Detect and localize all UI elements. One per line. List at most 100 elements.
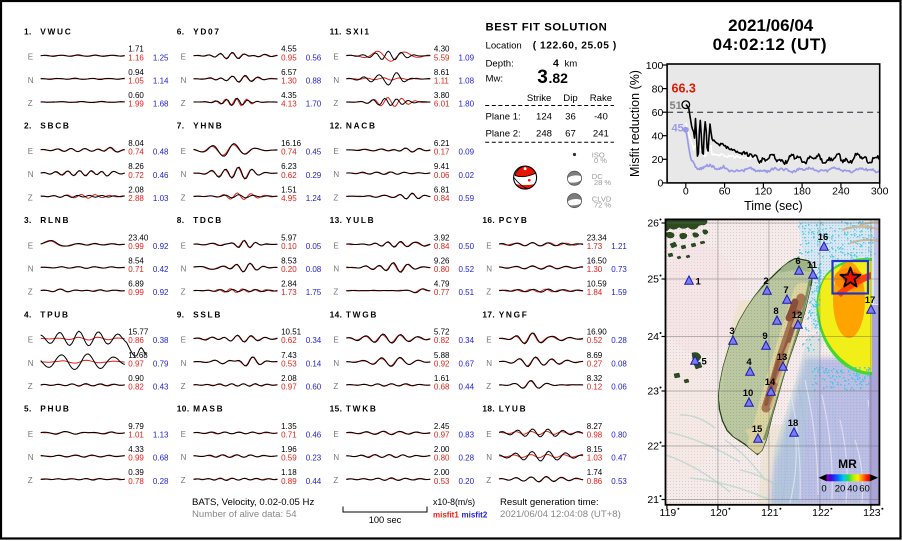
svg-text:BEST FIT SOLUTION: BEST FIT SOLUTION bbox=[486, 22, 608, 34]
svg-text:0.52: 0.52 bbox=[459, 265, 475, 274]
svg-text:28 %: 28 % bbox=[594, 178, 611, 187]
svg-text:5: 5 bbox=[702, 357, 708, 368]
svg-text:1.05: 1.05 bbox=[128, 76, 144, 85]
svg-text:8.04: 8.04 bbox=[128, 139, 144, 148]
svg-text:TDCB: TDCB bbox=[193, 215, 223, 225]
svg-text:.82: .82 bbox=[549, 70, 569, 86]
svg-text:misfit1: misfit1 bbox=[433, 511, 459, 520]
svg-text:0.60: 0.60 bbox=[128, 91, 144, 100]
svg-text:1.30: 1.30 bbox=[281, 76, 297, 85]
svg-text:TWGB: TWGB bbox=[346, 309, 378, 319]
svg-text:18: 18 bbox=[788, 418, 799, 429]
svg-text:TPUB: TPUB bbox=[40, 309, 69, 319]
svg-text:80: 80 bbox=[652, 83, 664, 95]
svg-text:CLVD: CLVD bbox=[592, 195, 612, 204]
svg-text:6.81: 6.81 bbox=[434, 185, 450, 194]
svg-text:Z: Z bbox=[333, 476, 338, 485]
svg-text:16.: 16. bbox=[482, 215, 495, 225]
svg-text:8.32: 8.32 bbox=[587, 374, 603, 383]
svg-text:1.73: 1.73 bbox=[281, 288, 297, 297]
svg-text:Z: Z bbox=[333, 288, 338, 297]
svg-text:1.03: 1.03 bbox=[153, 194, 169, 203]
svg-text:7.43: 7.43 bbox=[281, 351, 297, 360]
svg-text:NACB: NACB bbox=[346, 121, 377, 131]
svg-text:100 sec: 100 sec bbox=[369, 515, 402, 525]
svg-text:0.51: 0.51 bbox=[459, 288, 475, 297]
svg-text:11: 11 bbox=[807, 260, 818, 271]
svg-text:E: E bbox=[28, 241, 33, 250]
svg-text:12: 12 bbox=[792, 310, 803, 321]
svg-text:0.08: 0.08 bbox=[611, 359, 627, 368]
svg-text:1.96: 1.96 bbox=[281, 445, 297, 454]
svg-text:0.79: 0.79 bbox=[153, 359, 169, 368]
svg-text:0.74: 0.74 bbox=[128, 148, 144, 157]
svg-text:2.45: 2.45 bbox=[434, 422, 450, 431]
svg-text:0.82: 0.82 bbox=[434, 336, 450, 345]
svg-text:1.01: 1.01 bbox=[128, 431, 144, 440]
svg-text:0.83: 0.83 bbox=[459, 431, 475, 440]
svg-text:4.: 4. bbox=[24, 309, 32, 319]
svg-text:10.: 10. bbox=[177, 404, 190, 414]
svg-text:1.73: 1.73 bbox=[587, 242, 603, 251]
svg-text:8.54: 8.54 bbox=[128, 256, 144, 265]
svg-text:Plane 2:: Plane 2: bbox=[486, 129, 521, 140]
svg-text:5.88: 5.88 bbox=[434, 351, 450, 360]
svg-text:2.: 2. bbox=[24, 121, 32, 131]
svg-text:1.24: 1.24 bbox=[306, 194, 322, 203]
svg-text:10: 10 bbox=[743, 388, 754, 399]
svg-text:Z: Z bbox=[333, 99, 338, 108]
svg-text:4.35: 4.35 bbox=[281, 91, 297, 100]
svg-text:0.84: 0.84 bbox=[434, 242, 450, 251]
svg-text:1.68: 1.68 bbox=[153, 100, 169, 109]
svg-text:0.92: 0.92 bbox=[434, 359, 450, 368]
svg-text:13.: 13. bbox=[330, 215, 343, 225]
svg-text:0.48: 0.48 bbox=[153, 148, 169, 157]
svg-text:12.: 12. bbox=[330, 121, 343, 131]
svg-text:1.21: 1.21 bbox=[611, 242, 627, 251]
svg-text:4.95: 4.95 bbox=[281, 194, 297, 203]
svg-text:100: 100 bbox=[646, 60, 664, 72]
svg-text:E: E bbox=[486, 336, 491, 345]
svg-text:8.69: 8.69 bbox=[587, 351, 603, 360]
svg-text:0.88: 0.88 bbox=[306, 76, 322, 85]
svg-text:10.51: 10.51 bbox=[281, 328, 302, 337]
svg-text:E: E bbox=[28, 336, 33, 345]
svg-text:N: N bbox=[333, 359, 339, 368]
svg-text:Z: Z bbox=[486, 476, 491, 485]
svg-text:Time (sec): Time (sec) bbox=[744, 199, 803, 213]
svg-text:4: 4 bbox=[746, 357, 752, 368]
svg-text:Z: Z bbox=[486, 382, 491, 391]
svg-text:66.3: 66.3 bbox=[672, 82, 696, 96]
svg-text:8: 8 bbox=[773, 306, 778, 317]
svg-text:0.84: 0.84 bbox=[434, 194, 450, 203]
svg-text:N: N bbox=[333, 453, 339, 462]
svg-text:1.74: 1.74 bbox=[587, 468, 603, 477]
svg-text:1.30: 1.30 bbox=[587, 265, 603, 274]
svg-text:1.84: 1.84 bbox=[587, 288, 603, 297]
svg-text:1.71: 1.71 bbox=[128, 45, 144, 54]
svg-text:180: 180 bbox=[793, 186, 811, 198]
svg-text:DC: DC bbox=[592, 172, 603, 181]
svg-text:Z: Z bbox=[28, 382, 33, 391]
svg-text:E: E bbox=[181, 53, 186, 62]
svg-text:1: 1 bbox=[696, 277, 702, 288]
svg-text:04:02:12 (UT): 04:02:12 (UT) bbox=[713, 35, 828, 54]
svg-text:MR: MR bbox=[838, 457, 857, 471]
svg-text:Z: Z bbox=[486, 288, 491, 297]
svg-text:N: N bbox=[181, 76, 187, 85]
svg-text:1.03: 1.03 bbox=[587, 454, 603, 463]
svg-text:2.84: 2.84 bbox=[281, 280, 297, 289]
svg-text:8.26: 8.26 bbox=[128, 162, 144, 171]
svg-text:4.79: 4.79 bbox=[434, 280, 450, 289]
svg-text:8.15: 8.15 bbox=[587, 445, 603, 454]
svg-text:Depth:: Depth: bbox=[486, 58, 514, 69]
svg-text:0.39: 0.39 bbox=[128, 468, 144, 477]
svg-text:E: E bbox=[181, 241, 186, 250]
svg-text:0.23: 0.23 bbox=[306, 454, 322, 463]
svg-text:SBCB: SBCB bbox=[40, 121, 70, 131]
svg-text:0.62: 0.62 bbox=[281, 336, 297, 345]
svg-text:misfit2: misfit2 bbox=[462, 511, 488, 520]
svg-text:0.95: 0.95 bbox=[281, 53, 297, 62]
svg-text:0.99: 0.99 bbox=[128, 288, 144, 297]
svg-text:0 %: 0 % bbox=[594, 156, 607, 165]
